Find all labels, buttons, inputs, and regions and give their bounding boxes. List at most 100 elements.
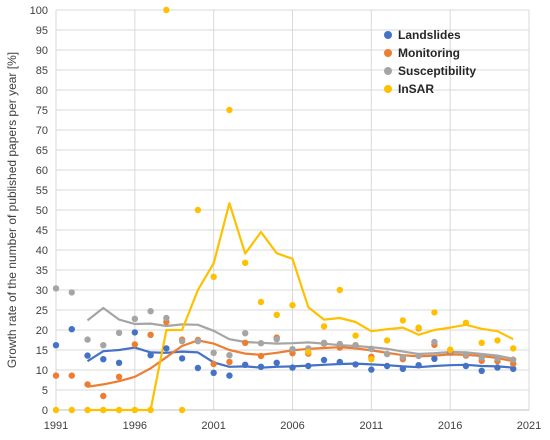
- data-point-insar: [147, 406, 154, 414]
- data-point-monitoring: [68, 372, 75, 379]
- y-tick-label: 60: [36, 165, 48, 177]
- x-tick-label: 2011: [360, 420, 384, 432]
- y-tick-label: 0: [42, 405, 48, 417]
- data-point-susceptibility: [242, 330, 249, 337]
- data-point-landslides: [100, 356, 107, 363]
- y-tick-label: 65: [36, 145, 48, 157]
- x-tick-label: 2021: [517, 420, 541, 432]
- data-point-susceptibility: [147, 308, 154, 315]
- data-point-susceptibility: [115, 329, 123, 336]
- data-point-monitoring: [210, 360, 217, 368]
- data-point-monitoring: [226, 358, 233, 366]
- x-tick-label: 1996: [123, 420, 147, 432]
- data-point-susceptibility: [226, 352, 233, 359]
- data-point-landslides: [68, 326, 75, 333]
- data-point-insar: [494, 337, 501, 344]
- data-point-landslides: [494, 364, 501, 371]
- x-tick-label: 2006: [280, 420, 304, 432]
- data-point-monitoring: [115, 373, 123, 380]
- data-point-susceptibility: [383, 350, 391, 358]
- legend-marker-susceptibility: [384, 67, 392, 75]
- data-point-insar: [415, 324, 422, 331]
- data-point-susceptibility: [510, 356, 517, 363]
- data-point-monitoring: [84, 381, 91, 388]
- data-point-susceptibility: [352, 342, 359, 349]
- data-point-landslides: [415, 362, 422, 369]
- data-point-landslides: [194, 364, 202, 372]
- data-point-landslides: [289, 364, 296, 371]
- data-point-landslides: [368, 366, 375, 373]
- data-point-susceptibility: [462, 351, 470, 358]
- y-tick-label: 25: [36, 305, 48, 317]
- data-points: [52, 6, 517, 414]
- legend-label-insar: InSAR: [398, 82, 434, 96]
- data-point-insar: [68, 406, 75, 414]
- trend-lines: [86, 202, 514, 412]
- data-point-insar: [320, 323, 328, 330]
- y-tick-label: 40: [36, 245, 48, 257]
- data-point-insar: [257, 298, 265, 306]
- data-point-susceptibility: [478, 354, 485, 361]
- data-point-insar: [131, 406, 139, 414]
- data-point-susceptibility: [210, 349, 217, 356]
- data-point-landslides: [273, 359, 280, 366]
- y-tick-label: 70: [36, 125, 48, 137]
- data-point-landslides: [399, 365, 407, 372]
- data-point-landslides: [320, 356, 328, 364]
- y-tick-label: 80: [36, 85, 48, 97]
- data-point-susceptibility: [320, 339, 328, 346]
- data-point-insar: [399, 317, 407, 324]
- y-tick-label: 45: [36, 225, 48, 237]
- legend-label-monitoring: Monitoring: [398, 46, 460, 60]
- y-tick-label: 10: [36, 365, 48, 377]
- data-point-susceptibility: [431, 338, 438, 346]
- data-point-landslides: [305, 362, 312, 370]
- data-point-landslides: [478, 367, 485, 374]
- data-point-susceptibility: [273, 336, 280, 343]
- data-point-monitoring: [257, 352, 265, 360]
- data-point-insar: [336, 286, 343, 294]
- data-point-susceptibility: [336, 340, 343, 348]
- data-point-landslides: [178, 355, 186, 362]
- y-tick-label: 100: [30, 5, 48, 17]
- data-point-insar: [194, 206, 202, 214]
- data-point-insar: [289, 302, 296, 309]
- axes: 0 5 10 15 20 25 30 35 40 45 50 55 60 65 70 75 80 85 90 95 10…: [30, 5, 542, 432]
- trend-line-susceptibility: [86, 306, 514, 360]
- legend-marker-landslides: [384, 31, 392, 39]
- data-point-susceptibility: [52, 285, 60, 292]
- data-point-susceptibility: [289, 346, 296, 353]
- data-point-monitoring: [100, 392, 107, 400]
- data-point-susceptibility: [131, 315, 139, 322]
- data-point-insar: [462, 319, 470, 326]
- data-point-insar: [383, 337, 391, 344]
- data-point-landslides: [226, 372, 233, 379]
- data-point-landslides: [115, 359, 123, 366]
- data-point-monitoring: [52, 372, 60, 379]
- data-point-susceptibility: [68, 289, 75, 296]
- data-point-susceptibility: [399, 354, 407, 361]
- y-tick-label: 55: [36, 185, 48, 197]
- data-point-insar: [368, 356, 375, 363]
- data-point-insar: [242, 259, 249, 266]
- x-tick-label: 2001: [201, 420, 225, 432]
- data-point-landslides: [336, 358, 343, 366]
- y-tick-label: 20: [36, 325, 48, 337]
- data-point-landslides: [383, 362, 391, 370]
- data-point-landslides: [431, 355, 438, 362]
- data-point-susceptibility: [100, 342, 107, 349]
- data-point-susceptibility: [163, 314, 170, 322]
- data-point-insar: [305, 348, 312, 356]
- y-tick-label: 75: [36, 105, 48, 117]
- data-point-insar: [352, 332, 359, 339]
- data-point-landslides: [257, 363, 265, 370]
- legend-label-landslides: Landslides: [398, 28, 461, 42]
- x-tick-label: 1991: [44, 420, 68, 432]
- data-point-insar: [84, 406, 91, 414]
- data-point-monitoring: [147, 331, 154, 338]
- data-point-monitoring: [242, 339, 249, 346]
- data-point-landslides: [84, 352, 91, 359]
- data-point-landslides: [52, 342, 60, 349]
